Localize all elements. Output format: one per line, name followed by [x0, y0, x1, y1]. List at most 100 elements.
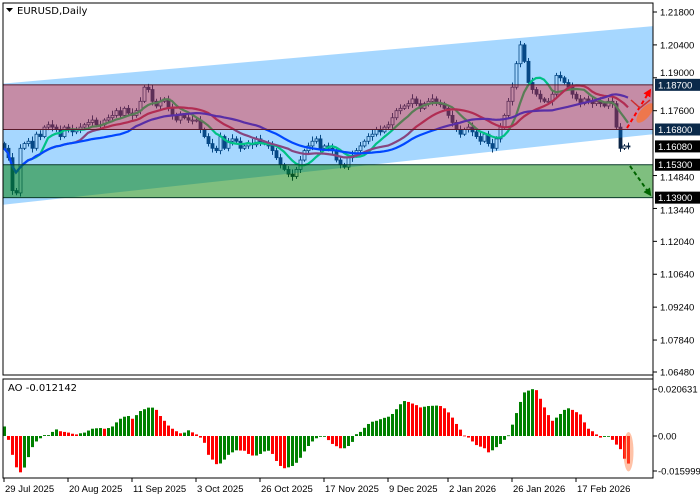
price-label: 1.18700	[658, 80, 692, 91]
ao-bar-down	[551, 420, 554, 436]
date-tick-label: 20 Aug 2025	[69, 484, 122, 495]
date-tick-label: 2 Jan 2026	[449, 484, 496, 495]
bull-candle-body	[190, 119, 195, 122]
bear-candle-body	[186, 117, 191, 121]
ao-bar-up	[183, 432, 186, 436]
dropdown-triangle-icon[interactable]	[6, 8, 13, 12]
bull-candle-body	[46, 124, 51, 128]
ao-bar-down	[155, 409, 158, 436]
ao-bar-up	[219, 436, 222, 464]
ao-bar-down	[627, 436, 630, 464]
date-axis[interactable]: 29 Jul 2025 20 Aug 2025 11 Sep 2025 3 Oct 2…	[3, 478, 630, 495]
ao-panel[interactable]	[3, 389, 634, 473]
bear-candle-body	[146, 86, 151, 90]
ao-bar-up	[27, 436, 30, 458]
ao-bar-down	[591, 431, 594, 436]
candle	[398, 104, 403, 115]
ao-bar-up	[259, 436, 262, 454]
bear-candle-body	[526, 60, 531, 83]
candle	[518, 40, 523, 68]
forecast-line	[630, 99, 651, 109]
bear-candle-body	[542, 98, 547, 102]
bull-candle-body	[322, 145, 327, 149]
candle	[274, 148, 279, 161]
price-label-box	[655, 123, 700, 136]
ao-bar-down	[275, 436, 278, 461]
bear-candle-body	[574, 93, 579, 100]
ao-tick-label: -0.015999	[658, 467, 700, 478]
ao-bar-up	[47, 435, 50, 436]
bear-candle-body	[618, 126, 623, 149]
ao-bar-up	[223, 436, 226, 460]
bull-candle-body	[506, 100, 511, 116]
ao-bar-up	[399, 404, 402, 436]
chart-title: EURUSD,Daily	[6, 6, 88, 17]
ao-bar-down	[623, 436, 626, 459]
candle	[118, 106, 123, 119]
bull-candle-body	[82, 124, 87, 128]
ao-bar-up	[107, 428, 110, 436]
bull-candle-body	[402, 105, 407, 109]
ao-bar-up	[83, 432, 86, 436]
ao-bar-down	[195, 434, 198, 436]
ao-bar-up	[427, 406, 430, 436]
bull-candle-body	[34, 133, 39, 149]
candle	[114, 108, 119, 118]
ao-bar-down	[571, 409, 574, 436]
ao-bar-down	[479, 436, 482, 447]
bull-candle-body	[510, 86, 515, 102]
ao-bar-up	[235, 436, 238, 451]
date-tick-label: 17 Nov 2025	[325, 484, 379, 495]
bear-candle-body	[274, 150, 279, 159]
ao-bar-up	[347, 436, 350, 446]
price-axis[interactable]: 1.21800 1.20400 1.19000 1.17600 1.14840 1.134…	[652, 3, 700, 478]
ao-bar-up	[379, 419, 382, 436]
ao-bar-up	[555, 417, 558, 436]
candle	[506, 98, 511, 119]
ao-bar-down	[63, 431, 66, 436]
candle	[534, 86, 539, 97]
candle	[626, 142, 631, 150]
bull-candle-body	[366, 136, 371, 142]
bull-candle-body	[310, 140, 315, 147]
ao-bar-down	[175, 431, 178, 436]
ao-bar-down	[583, 422, 586, 436]
ma-fast-line	[3, 76, 629, 175]
candle	[86, 119, 91, 128]
ao-bar-down	[599, 436, 602, 438]
ao-bar-up	[607, 436, 610, 437]
ao-bar-down	[463, 435, 466, 437]
ao-bar-down	[411, 403, 414, 436]
bull-candle-body	[22, 143, 27, 149]
ao-bar-up	[371, 421, 374, 436]
candle	[522, 43, 527, 64]
price-panel[interactable]	[3, 26, 657, 205]
bear-candle-body	[446, 107, 451, 116]
candle	[150, 84, 155, 106]
bear-candle-body	[50, 124, 55, 128]
bear-candle-body	[562, 77, 567, 83]
ao-bar-up	[263, 436, 266, 452]
price-tick-label: 1.13440	[660, 206, 694, 217]
ao-bar-up	[51, 431, 54, 436]
ao-bar-down	[215, 436, 218, 465]
ao-bar-up	[559, 413, 562, 436]
ao-bar-up	[43, 435, 46, 436]
ao-bar-down	[243, 436, 246, 451]
candle	[510, 82, 515, 106]
bull-candle-body	[106, 117, 111, 121]
ao-tick-label: 0.00	[658, 432, 677, 443]
bear-candle-body	[534, 89, 539, 95]
bear-candle-body	[182, 114, 187, 119]
candle	[234, 136, 239, 144]
date-tick-label: 3 Oct 2025	[197, 484, 243, 495]
bear-candle-body	[530, 82, 535, 90]
candle	[558, 71, 563, 82]
bull-candle-body	[514, 63, 519, 88]
ao-bar-down	[535, 390, 538, 436]
ao-bar-down	[211, 436, 214, 460]
bear-candle-body	[474, 131, 479, 137]
ao-bar-down	[579, 414, 582, 436]
